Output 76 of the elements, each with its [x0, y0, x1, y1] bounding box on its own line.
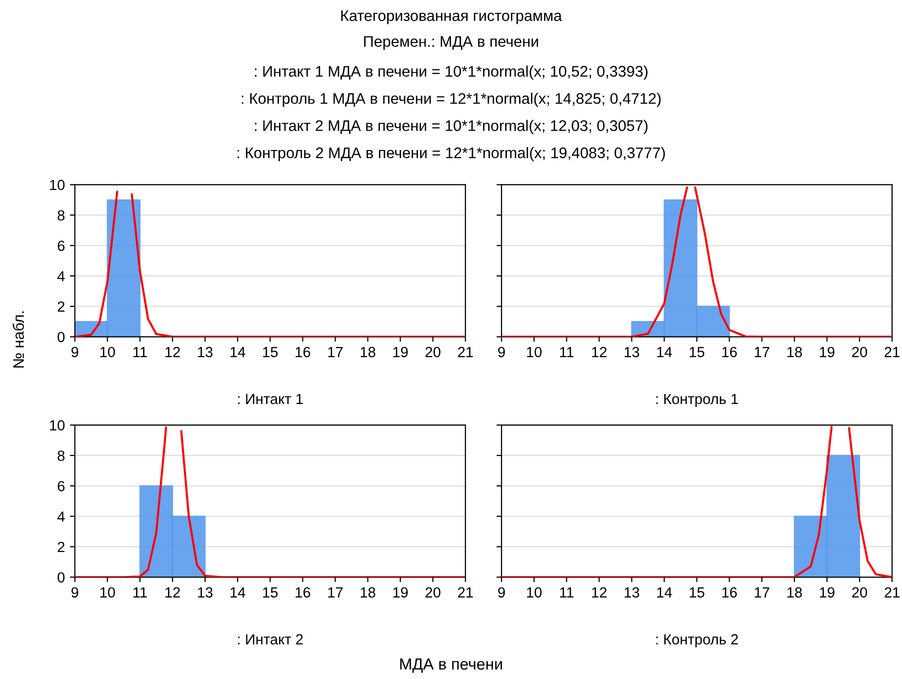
x-tick-label: 18: [360, 587, 376, 598]
y-tick-label: 8: [58, 210, 65, 221]
x-tick-label: 19: [820, 587, 834, 598]
x-tick-label: 14: [230, 587, 246, 598]
y-tick-label: 8: [58, 450, 65, 461]
chart-title: Категоризованная гистограмма: [341, 10, 562, 24]
x-tick-label: 21: [458, 587, 473, 598]
x-axis-title: : Интакт 1: [238, 394, 303, 404]
x-tick-label: 9: [498, 587, 505, 598]
y-tick-label: 10: [50, 180, 65, 190]
x-tick-label: 15: [263, 587, 278, 598]
x-tick-label: 13: [198, 587, 213, 598]
x-tick-label: 17: [754, 587, 770, 598]
x-tick-label: 15: [690, 347, 704, 358]
x-tick-label: 10: [100, 346, 115, 358]
x-tick-label: 13: [624, 587, 640, 598]
x-tick-label: 18: [787, 346, 802, 358]
y-tick-label: 4: [57, 512, 65, 522]
x-tick-label: 12: [166, 587, 180, 598]
x-tick-label: 20: [852, 587, 868, 598]
x-tick-label: 15: [690, 587, 704, 598]
x-tick-label: 20: [852, 346, 868, 358]
chart-subtitle: Перемен.: МДА в печени: [364, 36, 538, 50]
text: : Интакт 2 МДА в печени = 10*1*normal(x; 12,03; 0,3057): [254, 120, 648, 134]
y-axis-title: № набл.: [12, 312, 24, 368]
text: : Контроль 1 МДА в печени = 12*1*normal(x; 14,825; 0,4712): [242, 92, 661, 107]
y-tick-label: 4: [57, 271, 65, 282]
text: : Контроль 2 МДА в печени = 12*1*normal(x; 19,4083; 0,3777): [238, 147, 665, 162]
x-tick-label: 21: [458, 346, 473, 358]
x-tick-label: 16: [722, 346, 737, 358]
x-tick-label: 17: [754, 347, 770, 358]
x-tick-label: 19: [393, 587, 408, 598]
y-tick-label: 0: [58, 572, 65, 583]
x-tick-label: 16: [296, 346, 310, 358]
y-tick-label: 10: [50, 420, 65, 430]
x-tick-label: 14: [657, 587, 672, 598]
x-axis-title: : Контроль 2: [656, 634, 738, 648]
x-tick-label: 20: [426, 587, 440, 598]
x-axis-title: : Контроль 1: [656, 394, 738, 408]
x-tick-label: 13: [198, 346, 213, 358]
x-tick-label: 21: [884, 346, 900, 358]
x-tick-label: 12: [592, 346, 607, 358]
x-tick-label: 9: [498, 346, 505, 358]
x-tick-label: 11: [134, 347, 147, 358]
x-tick-label: 13: [624, 346, 640, 358]
x-tick-label: 12: [166, 346, 180, 358]
x-tick-label: 11: [560, 587, 574, 598]
x-tick-label: 18: [360, 346, 376, 358]
x-tick-label: 19: [393, 346, 408, 358]
x-tick-label: 9: [71, 346, 78, 358]
y-tick-label: 6: [58, 240, 65, 251]
x-tick-label: 11: [560, 347, 574, 358]
text: : Интакт 1 МДА в печени = 10*1*normal(x; 10,52; 0,3393): [254, 66, 648, 80]
x-tick-label: 16: [722, 587, 737, 598]
x-tick-label: 17: [328, 347, 343, 358]
x-tick-label: 10: [527, 587, 542, 598]
x-tick-label: 9: [71, 587, 78, 598]
x-axis-title: : Интакт 2: [238, 634, 303, 645]
x-tick-label: 14: [230, 347, 246, 358]
x-tick-label: 18: [787, 587, 802, 598]
x-tick-label: 10: [100, 587, 115, 598]
y-tick-label: 6: [58, 480, 65, 492]
y-tick-label: 2: [58, 542, 64, 552]
x-tick-label: 12: [592, 587, 607, 598]
x-tick-label: 10: [527, 346, 542, 358]
x-tick-label: 19: [820, 346, 834, 358]
text: МДА в печени: [400, 658, 502, 673]
x-tick-label: 17: [328, 587, 343, 598]
x-tick-label: 11: [134, 587, 147, 598]
x-tick-label: 21: [884, 587, 900, 598]
y-tick-label: 0: [58, 332, 65, 342]
x-tick-label: 14: [657, 347, 672, 358]
x-tick-label: 16: [296, 587, 310, 598]
x-tick-label: 15: [263, 347, 278, 358]
x-tick-label: 20: [426, 346, 440, 358]
y-tick-label: 2: [58, 301, 64, 312]
